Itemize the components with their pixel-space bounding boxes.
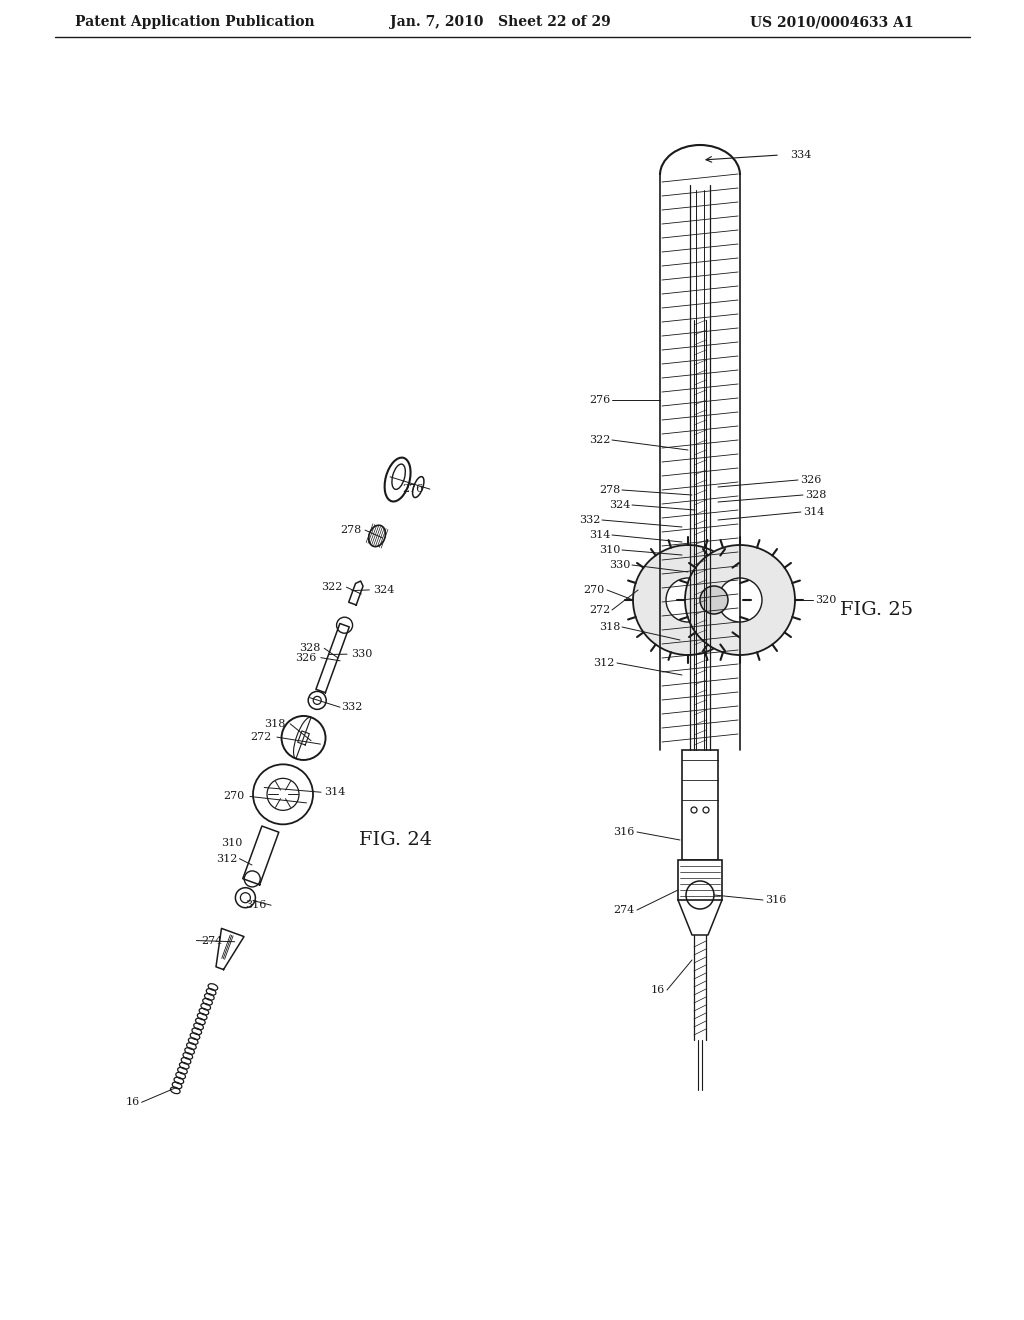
Circle shape bbox=[633, 545, 743, 655]
Text: 312: 312 bbox=[594, 657, 615, 668]
Text: 310: 310 bbox=[221, 838, 243, 847]
Text: 326: 326 bbox=[296, 652, 316, 663]
FancyBboxPatch shape bbox=[682, 750, 718, 861]
Text: 272: 272 bbox=[251, 733, 272, 742]
Ellipse shape bbox=[413, 477, 424, 498]
Text: Patent Application Publication: Patent Application Publication bbox=[75, 15, 314, 29]
Text: 332: 332 bbox=[579, 515, 600, 525]
Text: 310: 310 bbox=[599, 545, 620, 554]
Circle shape bbox=[685, 545, 795, 655]
Circle shape bbox=[245, 871, 260, 887]
Text: US 2010/0004633 A1: US 2010/0004633 A1 bbox=[750, 15, 913, 29]
Circle shape bbox=[666, 578, 710, 622]
Text: 326: 326 bbox=[800, 475, 821, 484]
Text: 330: 330 bbox=[351, 649, 373, 659]
Text: 328: 328 bbox=[805, 490, 826, 500]
Text: 274: 274 bbox=[613, 906, 635, 915]
Text: 330: 330 bbox=[608, 560, 630, 570]
Ellipse shape bbox=[369, 525, 385, 546]
Text: 314: 314 bbox=[589, 531, 610, 540]
Text: FIG. 24: FIG. 24 bbox=[359, 830, 432, 849]
Text: 328: 328 bbox=[299, 643, 321, 653]
Text: 270: 270 bbox=[584, 585, 605, 595]
Text: 16: 16 bbox=[650, 985, 665, 995]
Text: 316: 316 bbox=[245, 900, 266, 911]
Text: 276: 276 bbox=[589, 395, 610, 405]
Text: 276: 276 bbox=[402, 484, 424, 494]
Text: 278: 278 bbox=[340, 525, 361, 535]
Text: 270: 270 bbox=[223, 792, 245, 801]
Text: 332: 332 bbox=[341, 702, 362, 713]
Text: 274: 274 bbox=[202, 936, 222, 945]
Text: 334: 334 bbox=[790, 150, 811, 160]
Text: 318: 318 bbox=[599, 622, 620, 632]
Circle shape bbox=[718, 578, 762, 622]
Text: 16: 16 bbox=[125, 1097, 139, 1107]
Text: 318: 318 bbox=[264, 719, 286, 729]
Ellipse shape bbox=[392, 465, 406, 490]
Text: 324: 324 bbox=[608, 500, 630, 510]
Text: 320: 320 bbox=[815, 595, 837, 605]
Text: 314: 314 bbox=[803, 507, 824, 517]
Text: 272: 272 bbox=[589, 605, 610, 615]
Text: 312: 312 bbox=[216, 854, 238, 863]
Text: 316: 316 bbox=[613, 828, 635, 837]
Text: 278: 278 bbox=[599, 484, 620, 495]
Circle shape bbox=[700, 586, 728, 614]
Text: Jan. 7, 2010   Sheet 22 of 29: Jan. 7, 2010 Sheet 22 of 29 bbox=[390, 15, 610, 29]
FancyBboxPatch shape bbox=[678, 861, 722, 900]
Text: 324: 324 bbox=[374, 585, 395, 595]
Text: FIG. 25: FIG. 25 bbox=[840, 601, 913, 619]
Text: 322: 322 bbox=[322, 582, 342, 593]
Text: 316: 316 bbox=[765, 895, 786, 906]
Text: 322: 322 bbox=[589, 436, 610, 445]
Text: 314: 314 bbox=[324, 787, 345, 797]
